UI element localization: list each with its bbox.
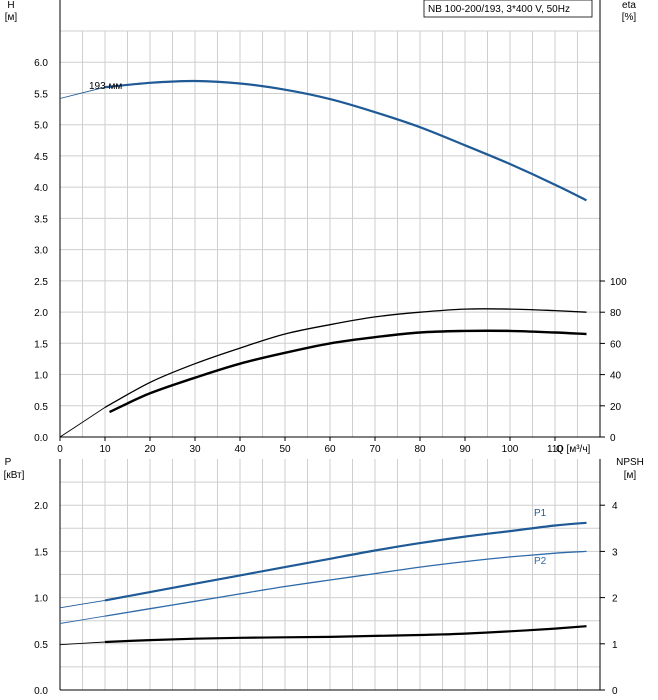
x-tick-label: 60 xyxy=(324,444,336,455)
series-h-193 xyxy=(104,79,587,202)
lower-y2-axis-unit: [м] xyxy=(624,470,637,481)
series-npsh-extrapolated xyxy=(59,641,106,646)
x-tick-label: 50 xyxy=(279,444,291,455)
upper-y2-tick-label: 60 xyxy=(610,339,622,350)
lower-y-tick-label: 1.5 xyxy=(34,547,48,558)
x-tick-label: 30 xyxy=(189,444,201,455)
lower-y2-tick-label: 1 xyxy=(612,640,618,651)
axis-labels: H [м] eta [%] P [кВт] NPSH [м] Q [м³/ч] … xyxy=(4,0,644,481)
x-tick-label: 20 xyxy=(144,444,156,455)
upper-y-tick-label: 0.5 xyxy=(34,402,48,413)
upper-y2-tick-label: 20 xyxy=(610,402,622,413)
lower-series: P1 P2 xyxy=(59,508,587,646)
series-h-193-extrapolated xyxy=(59,86,106,99)
series-eta xyxy=(104,308,587,408)
lower-y-axis-title: P xyxy=(5,457,12,468)
x-tick-label: 40 xyxy=(234,444,246,455)
upper-y-tick-label: 1.0 xyxy=(34,371,48,382)
upper-y-tick-label: 3.5 xyxy=(34,214,48,225)
x-tick-label: 10 xyxy=(99,444,111,455)
lower-y2-tick-label: 2 xyxy=(612,594,618,605)
series-npsh xyxy=(104,625,587,644)
upper-y-tick-label: 2.0 xyxy=(34,308,48,319)
x-tick-label: 80 xyxy=(414,444,426,455)
lower-y-tick-label: 1.0 xyxy=(34,594,48,605)
upper-y2-axis-unit: [%] xyxy=(622,12,637,23)
lower-y2-axis-title: NPSH xyxy=(616,457,644,468)
upper-y-tick-label: 5.5 xyxy=(34,89,48,100)
upper-y-tick-label: 5.0 xyxy=(34,121,48,132)
x-tick-label: 70 xyxy=(369,444,381,455)
upper-y-tick-label: 0.0 xyxy=(34,433,48,444)
upper-series xyxy=(59,79,587,438)
lower-y-axis-unit: [кВт] xyxy=(4,470,25,481)
upper-y2-tick-label: 100 xyxy=(610,277,627,288)
curve-label-193: 193 мм xyxy=(89,81,122,92)
upper-y2-tick-label: 80 xyxy=(610,308,622,319)
series-p1 xyxy=(104,521,587,602)
upper-y-tick-label: 4.5 xyxy=(34,152,48,163)
upper-y-tick-label: 2.5 xyxy=(34,277,48,288)
series-p2-extrapolated xyxy=(59,615,106,624)
title-box xyxy=(423,0,593,18)
x-tick-label: 0 xyxy=(57,444,63,455)
series-label-p1: P1 xyxy=(534,508,547,519)
upper-y-axis-title: H xyxy=(7,0,14,11)
series-p1-extrapolated xyxy=(59,599,106,609)
series-label-p2: P2 xyxy=(534,556,547,567)
upper-y-axis-unit: [м] xyxy=(5,12,18,23)
lower-y-tick-label: 2.0 xyxy=(34,501,48,512)
upper-y2-tick-label: 0 xyxy=(610,433,616,444)
lower-grid: 0.0 0.5 1.0 1.5 2.0 0 1 2 3 4 xyxy=(34,459,618,697)
lower-y2-tick-label: 4 xyxy=(612,501,618,512)
lower-y2-tick-label: 0 xyxy=(612,686,618,697)
upper-y-tick-label: 3.0 xyxy=(34,246,48,257)
upper-y2-axis-title: eta xyxy=(622,0,636,11)
x-tick-label: 110 xyxy=(547,444,563,455)
x-axis-label: Q [м³/ч] xyxy=(556,444,591,455)
upper-y-tick-label: 4.0 xyxy=(34,183,48,194)
series-p2 xyxy=(104,550,587,617)
x-tick-label: 100 xyxy=(502,444,519,455)
lower-y-tick-label: 0.0 xyxy=(34,686,48,697)
x-tick-label: 90 xyxy=(459,444,471,455)
upper-y2-tick-label: 40 xyxy=(610,371,622,382)
series-eta-hydraulic xyxy=(109,329,587,414)
series-eta-extrapolated xyxy=(59,407,106,438)
upper-y-tick-label: 1.5 xyxy=(34,339,48,350)
upper-y-tick-label: 6.0 xyxy=(34,58,48,69)
lower-y2-tick-label: 3 xyxy=(612,547,618,558)
lower-y-tick-label: 0.5 xyxy=(34,640,48,651)
chart-title: NB 100-200/193, 3*400 V, 50Hz xyxy=(428,4,570,15)
upper-grid: 0.0 0.5 1.0 1.5 2.0 2.5 3.0 3.5 4.0 4.5 5.0 5.5 6.0 0… xyxy=(34,0,627,455)
